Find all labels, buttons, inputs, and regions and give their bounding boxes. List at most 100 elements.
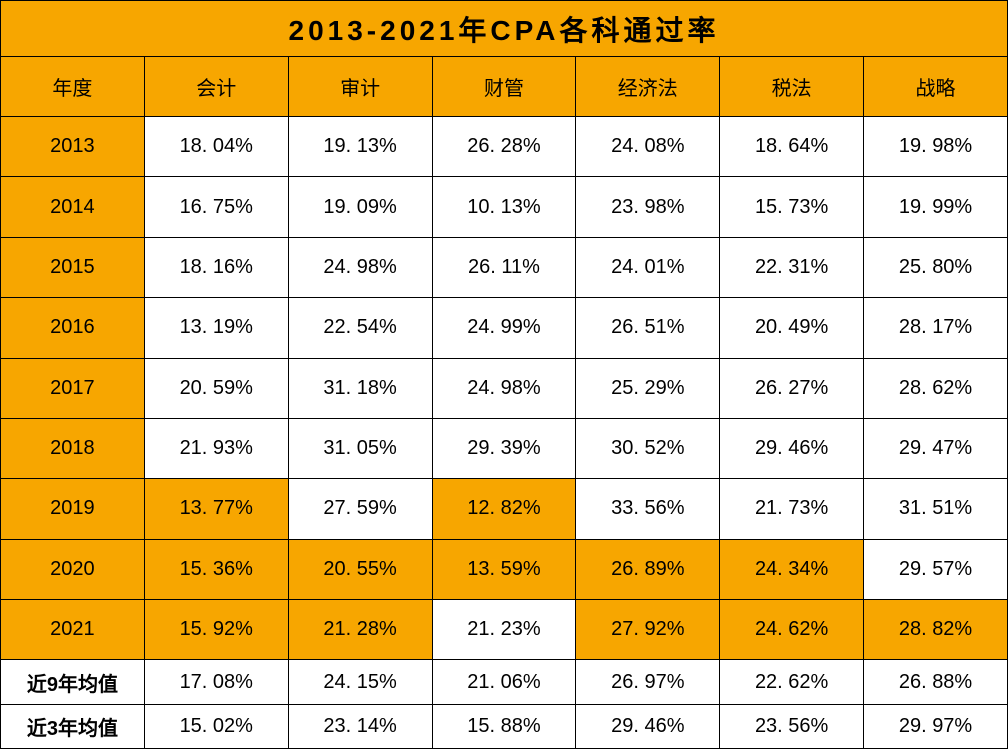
value-cell: 26. 89% xyxy=(576,539,720,599)
value-cell: 29. 39% xyxy=(432,418,576,478)
avg-value-cell: 29. 46% xyxy=(576,704,720,748)
col-subject: 税法 xyxy=(720,57,864,117)
avg-value-cell: 21. 06% xyxy=(432,660,576,704)
value-cell: 24. 98% xyxy=(432,358,576,418)
year-cell: 2014 xyxy=(1,177,145,237)
col-subject: 审计 xyxy=(288,57,432,117)
value-cell: 16. 75% xyxy=(144,177,288,237)
value-cell: 26. 11% xyxy=(432,237,576,297)
avg-label-cell: 近3年均值 xyxy=(1,704,145,748)
value-cell: 24. 62% xyxy=(720,600,864,660)
avg-value-cell: 17. 08% xyxy=(144,660,288,704)
table-row: 201913. 77%27. 59%12. 82%33. 56%21. 73%3… xyxy=(1,479,1008,539)
value-cell: 27. 59% xyxy=(288,479,432,539)
value-cell: 29. 57% xyxy=(864,539,1008,599)
value-cell: 20. 55% xyxy=(288,539,432,599)
table-title: 2013-2021年CPA各科通过率 xyxy=(1,1,1008,57)
value-cell: 26. 28% xyxy=(432,117,576,177)
value-cell: 28. 82% xyxy=(864,600,1008,660)
value-cell: 19. 98% xyxy=(864,117,1008,177)
value-cell: 29. 47% xyxy=(864,418,1008,478)
table-body: 201318. 04%19. 13%26. 28%24. 08%18. 64%1… xyxy=(1,117,1008,749)
avg-row: 近3年均值15. 02%23. 14%15. 88%29. 46%23. 56%… xyxy=(1,704,1008,748)
value-cell: 19. 99% xyxy=(864,177,1008,237)
value-cell: 12. 82% xyxy=(432,479,576,539)
avg-value-cell: 15. 02% xyxy=(144,704,288,748)
value-cell: 31. 05% xyxy=(288,418,432,478)
value-cell: 24. 01% xyxy=(576,237,720,297)
avg-value-cell: 26. 97% xyxy=(576,660,720,704)
value-cell: 15. 36% xyxy=(144,539,288,599)
value-cell: 10. 13% xyxy=(432,177,576,237)
value-cell: 24. 98% xyxy=(288,237,432,297)
year-cell: 2020 xyxy=(1,539,145,599)
col-year: 年度 xyxy=(1,57,145,117)
value-cell: 24. 08% xyxy=(576,117,720,177)
value-cell: 13. 19% xyxy=(144,298,288,358)
avg-value-cell: 23. 56% xyxy=(720,704,864,748)
value-cell: 18. 04% xyxy=(144,117,288,177)
value-cell: 22. 31% xyxy=(720,237,864,297)
table-row: 201318. 04%19. 13%26. 28%24. 08%18. 64%1… xyxy=(1,117,1008,177)
value-cell: 22. 54% xyxy=(288,298,432,358)
value-cell: 25. 80% xyxy=(864,237,1008,297)
avg-value-cell: 22. 62% xyxy=(720,660,864,704)
col-subject: 会计 xyxy=(144,57,288,117)
value-cell: 20. 49% xyxy=(720,298,864,358)
year-cell: 2013 xyxy=(1,117,145,177)
year-cell: 2018 xyxy=(1,418,145,478)
value-cell: 13. 59% xyxy=(432,539,576,599)
value-cell: 21. 28% xyxy=(288,600,432,660)
value-cell: 29. 46% xyxy=(720,418,864,478)
value-cell: 30. 52% xyxy=(576,418,720,478)
table-row: 201821. 93%31. 05%29. 39%30. 52%29. 46%2… xyxy=(1,418,1008,478)
value-cell: 24. 99% xyxy=(432,298,576,358)
avg-value-cell: 24. 15% xyxy=(288,660,432,704)
value-cell: 31. 18% xyxy=(288,358,432,418)
value-cell: 26. 51% xyxy=(576,298,720,358)
table-row: 201416. 75%19. 09%10. 13%23. 98%15. 73%1… xyxy=(1,177,1008,237)
value-cell: 21. 93% xyxy=(144,418,288,478)
year-cell: 2016 xyxy=(1,298,145,358)
avg-value-cell: 26. 88% xyxy=(864,660,1008,704)
avg-value-cell: 23. 14% xyxy=(288,704,432,748)
value-cell: 15. 73% xyxy=(720,177,864,237)
header-row: 年度会计审计财管经济法税法战略 xyxy=(1,57,1008,117)
year-cell: 2017 xyxy=(1,358,145,418)
table-row: 201720. 59%31. 18%24. 98%25. 29%26. 27%2… xyxy=(1,358,1008,418)
table-row: 201613. 19%22. 54%24. 99%26. 51%20. 49%2… xyxy=(1,298,1008,358)
value-cell: 23. 98% xyxy=(576,177,720,237)
value-cell: 18. 64% xyxy=(720,117,864,177)
col-subject: 战略 xyxy=(864,57,1008,117)
table-row: 201518. 16%24. 98%26. 11%24. 01%22. 31%2… xyxy=(1,237,1008,297)
title-row: 2013-2021年CPA各科通过率 xyxy=(1,1,1008,57)
year-cell: 2019 xyxy=(1,479,145,539)
col-subject: 经济法 xyxy=(576,57,720,117)
avg-row: 近9年均值17. 08%24. 15%21. 06%26. 97%22. 62%… xyxy=(1,660,1008,704)
table-row: 202115. 92%21. 28%21. 23%27. 92%24. 62%2… xyxy=(1,600,1008,660)
value-cell: 21. 23% xyxy=(432,600,576,660)
value-cell: 19. 09% xyxy=(288,177,432,237)
value-cell: 24. 34% xyxy=(720,539,864,599)
value-cell: 19. 13% xyxy=(288,117,432,177)
pass-rate-table: 2013-2021年CPA各科通过率 年度会计审计财管经济法税法战略 20131… xyxy=(0,0,1008,749)
table-row: 202015. 36%20. 55%13. 59%26. 89%24. 34%2… xyxy=(1,539,1008,599)
value-cell: 27. 92% xyxy=(576,600,720,660)
year-cell: 2021 xyxy=(1,600,145,660)
value-cell: 18. 16% xyxy=(144,237,288,297)
value-cell: 15. 92% xyxy=(144,600,288,660)
value-cell: 33. 56% xyxy=(576,479,720,539)
value-cell: 26. 27% xyxy=(720,358,864,418)
value-cell: 20. 59% xyxy=(144,358,288,418)
value-cell: 31. 51% xyxy=(864,479,1008,539)
value-cell: 28. 62% xyxy=(864,358,1008,418)
value-cell: 13. 77% xyxy=(144,479,288,539)
avg-value-cell: 29. 97% xyxy=(864,704,1008,748)
value-cell: 21. 73% xyxy=(720,479,864,539)
avg-label-cell: 近9年均值 xyxy=(1,660,145,704)
year-cell: 2015 xyxy=(1,237,145,297)
avg-value-cell: 15. 88% xyxy=(432,704,576,748)
value-cell: 25. 29% xyxy=(576,358,720,418)
value-cell: 28. 17% xyxy=(864,298,1008,358)
col-subject: 财管 xyxy=(432,57,576,117)
